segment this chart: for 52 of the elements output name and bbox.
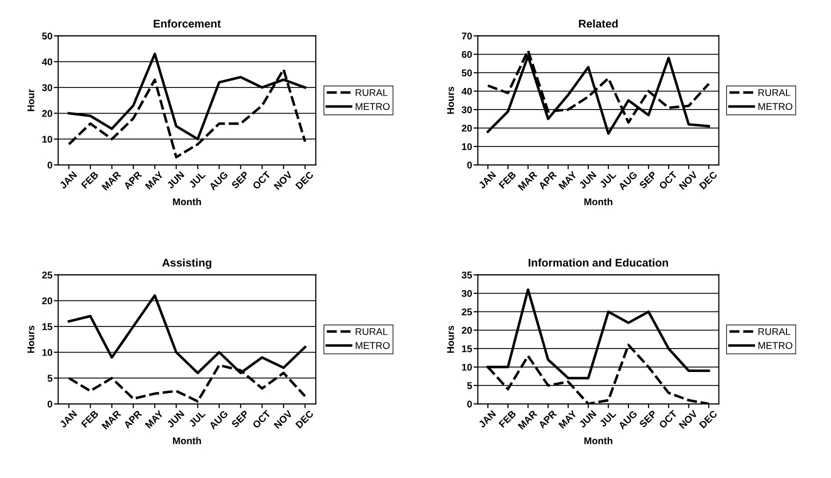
y-tick-label: 40 (462, 88, 472, 95)
x-tick-label: JUL (188, 410, 206, 428)
y-tick-label: 30 (42, 84, 52, 92)
y-tick-label: 30 (462, 290, 472, 297)
legend-label: METRO (356, 342, 390, 349)
y-tick-label: 25 (462, 308, 472, 316)
y-tick-label: 50 (42, 32, 52, 40)
legend-label: RURAL (356, 89, 388, 96)
y-tick-label: 10 (462, 364, 472, 371)
x-axis-title: Month (173, 437, 201, 444)
y-tick-label: 0 (48, 400, 52, 408)
y-axis-title: Hours (28, 326, 34, 353)
y-axis-title: Hours (447, 86, 454, 114)
y-tick-label: 0 (48, 162, 52, 169)
y-tick-label: 25 (42, 272, 52, 278)
legend-label: RURAL (356, 328, 388, 336)
chart-title: Related (578, 19, 618, 28)
y-tick-label: 60 (462, 51, 472, 58)
y-axis-title: Hours (447, 326, 454, 353)
y-tick-label: 0 (467, 162, 472, 169)
y-tick-label: 5 (467, 382, 472, 390)
chart-title: Information and Education (528, 258, 668, 267)
y-tick-label: 35 (462, 272, 472, 278)
chart-title: Assisting (162, 258, 212, 269)
legend-label: RURAL (758, 328, 790, 336)
y-tick-label: 0 (467, 400, 472, 408)
x-axis-title: Month (584, 198, 612, 206)
y-tick-label: 20 (42, 110, 52, 117)
x-axis-title: Month (173, 198, 201, 206)
y-tick-label: 30 (462, 106, 472, 114)
legend-label: METRO (758, 342, 792, 349)
x-tick-label: JUL (188, 170, 206, 188)
y-tick-label: 10 (42, 136, 52, 143)
y-tick-label: 40 (42, 58, 52, 66)
y-axis-title: Hour (28, 89, 34, 112)
y-tick-label: 10 (462, 143, 472, 150)
x-axis-title: Month (584, 437, 612, 444)
y-tick-label: 5 (48, 374, 52, 382)
y-tick-label: 20 (462, 124, 472, 132)
y-tick-label: 50 (462, 69, 472, 76)
y-tick-label: 20 (462, 326, 472, 334)
y-tick-label: 15 (42, 323, 52, 330)
x-tick-label: JUL (599, 410, 616, 428)
x-tick-label: JUL (599, 170, 616, 188)
legend-label: METRO (758, 103, 792, 110)
y-tick-label: 20 (42, 297, 52, 304)
legend-label: RURAL (758, 89, 790, 96)
chart-title: Enforcement (154, 19, 221, 28)
legend-label: METRO (356, 103, 390, 110)
y-tick-label: 15 (462, 345, 472, 352)
y-tick-label: 10 (42, 349, 52, 356)
y-tick-label: 70 (462, 32, 472, 40)
